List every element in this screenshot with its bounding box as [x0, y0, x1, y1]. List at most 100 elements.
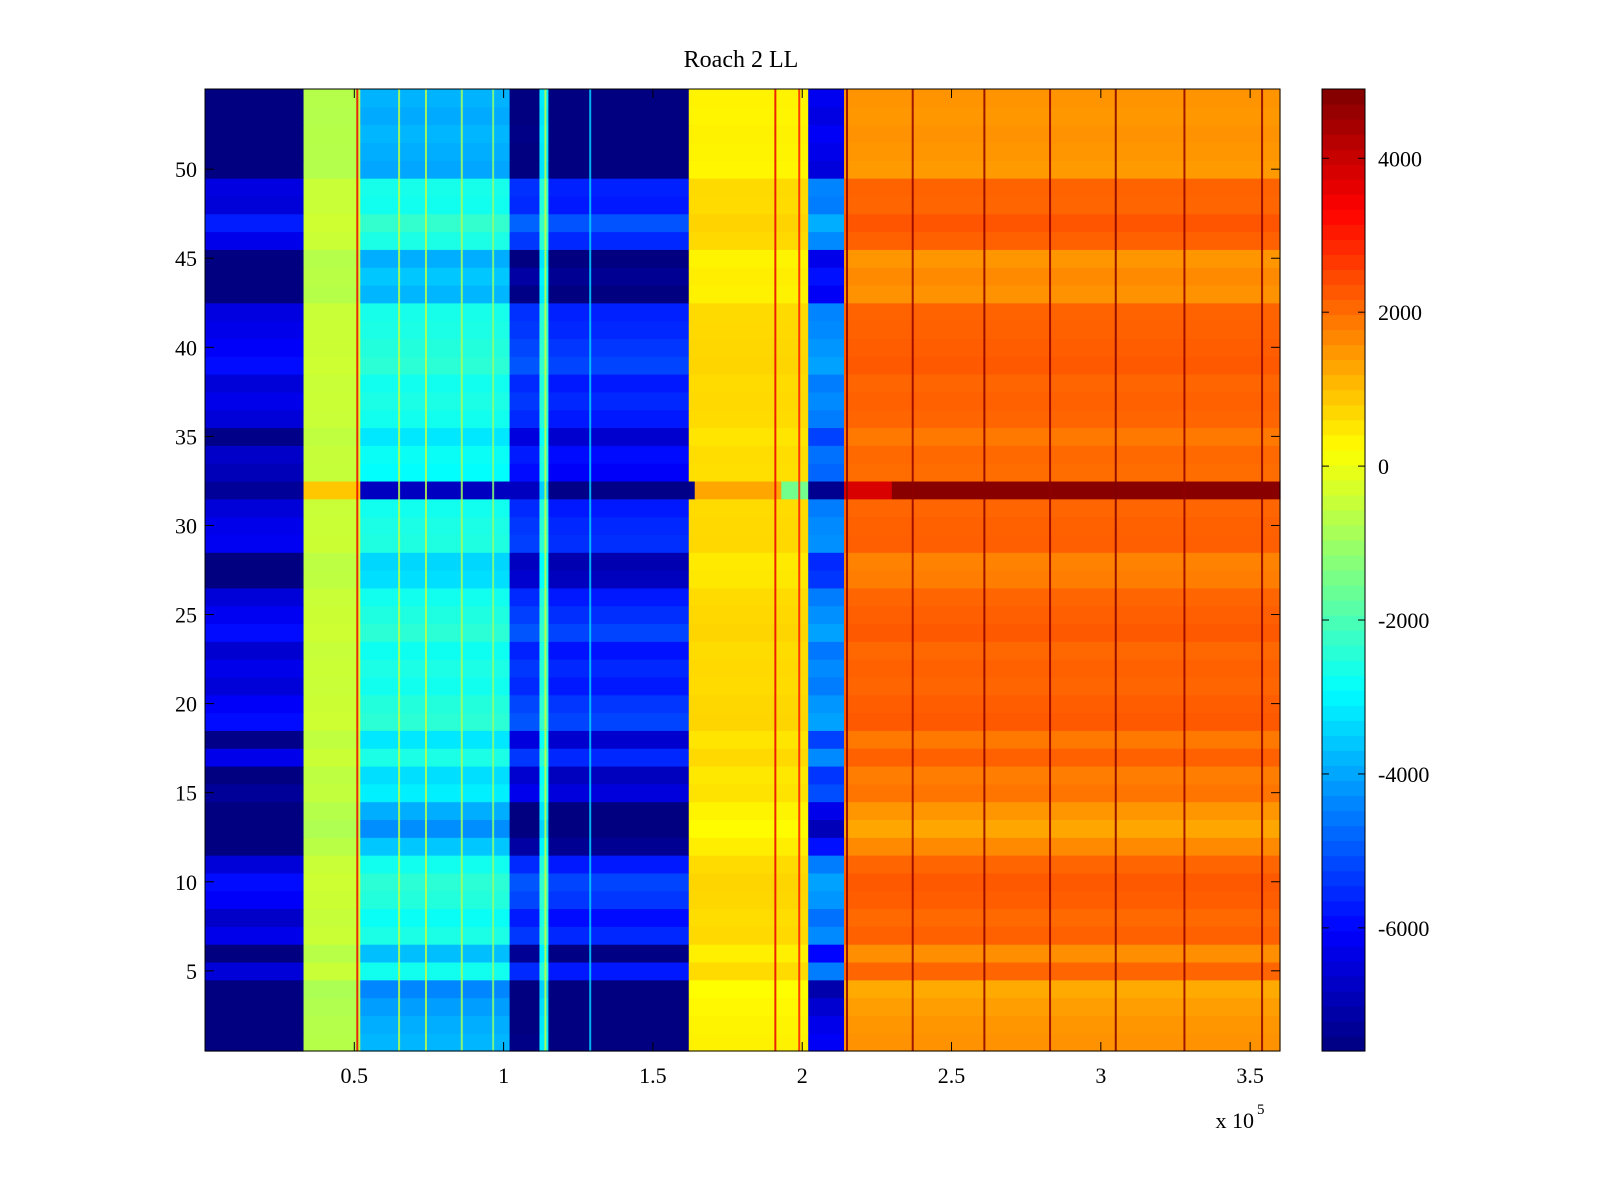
- x-tick-label: 1: [498, 1063, 509, 1088]
- heatmap-cell: [360, 480, 541, 500]
- heatmap-cell: [205, 463, 305, 482]
- heatmap-cell: [205, 160, 305, 179]
- colorbar-segment: [1322, 720, 1365, 736]
- heatmap-cell: [808, 463, 845, 482]
- x-tick-label: 3: [1095, 1063, 1106, 1088]
- heatmap-cell: [539, 783, 550, 803]
- heatmap-cell: [303, 641, 361, 660]
- heatmap-cell: [205, 391, 305, 411]
- heatmap-cell: [509, 338, 541, 357]
- heatmap-cell: [688, 409, 809, 429]
- heatmap-cell: [548, 284, 690, 304]
- heatmap-cell: [360, 552, 511, 571]
- heatmap-cell: [808, 320, 845, 340]
- heatmap-cell: [509, 908, 541, 927]
- heatmap-cell: [303, 944, 361, 963]
- heatmap-cell: [509, 195, 541, 215]
- heatmap-cell: [509, 676, 541, 696]
- colorbar-segment: [1322, 585, 1365, 601]
- heatmap-cell: [808, 801, 845, 821]
- heatmap-cell: [539, 944, 550, 963]
- heatmap-cell: [303, 195, 361, 215]
- heatmap-cell: [548, 480, 696, 500]
- heatmap-cell: [509, 1033, 541, 1052]
- heatmap-cell: [548, 178, 690, 197]
- heatmap-cell: [509, 534, 541, 553]
- heatmap-cell: [205, 552, 305, 571]
- heatmap-cell: [539, 409, 550, 429]
- heatmap-cell: [844, 445, 1281, 464]
- heatmap-cell: [360, 267, 511, 286]
- colorbar-segment: [1322, 615, 1365, 631]
- heatmap-cell: [509, 748, 541, 767]
- heatmap-cell: [539, 872, 550, 892]
- heatmap-cell: [360, 819, 511, 838]
- y-tick-label: 40: [175, 335, 197, 360]
- heatmap-cell: [205, 855, 305, 874]
- heatmap-cell: [808, 195, 845, 215]
- heatmap-cell: [539, 801, 550, 821]
- heatmap-cell: [844, 570, 1281, 589]
- heatmap-cell: [539, 1015, 550, 1034]
- heatmap-cell: [360, 231, 511, 250]
- heatmap-cell: [205, 409, 305, 429]
- heatmap-cell: [844, 195, 1281, 215]
- heatmap-cell: [205, 320, 305, 340]
- heatmap-cell: [360, 837, 511, 856]
- heatmap-cell: [688, 391, 809, 411]
- heatmap-cell: [205, 926, 305, 945]
- heatmap-cell: [360, 302, 511, 322]
- heatmap-cell: [539, 587, 550, 607]
- heatmap-cell: [844, 249, 1281, 268]
- vertical-line: [774, 89, 777, 1051]
- heatmap-cell: [844, 641, 1281, 660]
- heatmap-cell: [360, 284, 511, 304]
- heatmap-cell: [539, 623, 550, 642]
- heatmap-cell: [205, 961, 305, 981]
- heatmap-cell: [781, 480, 809, 500]
- colorbar-segment: [1322, 419, 1365, 436]
- heatmap-cell: [303, 730, 361, 749]
- heatmap-cell: [548, 890, 690, 910]
- colorbar-segment: [1322, 224, 1365, 240]
- heatmap-cell: [694, 480, 782, 500]
- colorbar-segment: [1322, 314, 1365, 331]
- heatmap-cell: [688, 445, 809, 464]
- heatmap-cell: [688, 1033, 809, 1052]
- heatmap-cell: [844, 872, 1281, 892]
- heatmap-cell: [808, 730, 845, 749]
- heatmap-cell: [548, 944, 690, 963]
- heatmap-cell: [303, 356, 361, 375]
- heatmap-cell: [808, 356, 845, 375]
- heatmap-cell: [548, 694, 690, 714]
- heatmap-cell: [360, 997, 511, 1016]
- heatmap-cell: [808, 142, 845, 161]
- heatmap-cell: [205, 124, 305, 144]
- heatmap-cell: [205, 676, 305, 696]
- colorbar-segment: [1322, 1035, 1365, 1052]
- heatmap-cell: [844, 1033, 1281, 1052]
- heatmap-cell: [303, 391, 361, 411]
- heatmap-cell: [688, 676, 809, 696]
- heatmap-cell: [688, 160, 809, 179]
- colorbar-segment: [1322, 209, 1365, 225]
- colorbar-tick-label: 0: [1378, 454, 1389, 479]
- heatmap-cell: [808, 374, 845, 393]
- heatmap-cell: [688, 142, 809, 161]
- x-axis-multiplier: x 10: [1216, 1108, 1255, 1133]
- y-tick-label: 5: [186, 959, 197, 984]
- heatmap-cell: [844, 730, 1281, 749]
- heatmap-cell: [548, 374, 690, 393]
- heatmap-cell: [509, 356, 541, 375]
- heatmap-cell: [844, 997, 1281, 1016]
- heatmap-cell: [808, 783, 845, 803]
- heatmap-cell: [808, 302, 845, 322]
- heatmap-cell: [509, 872, 541, 892]
- colorbar-segment: [1322, 554, 1365, 571]
- heatmap-cell: [688, 587, 809, 607]
- heatmap-cell: [360, 320, 511, 340]
- colorbar-segment: [1322, 404, 1365, 421]
- heatmap-cell: [360, 730, 511, 749]
- y-tick-label: 10: [175, 870, 197, 895]
- heatmap-cell: [205, 570, 305, 589]
